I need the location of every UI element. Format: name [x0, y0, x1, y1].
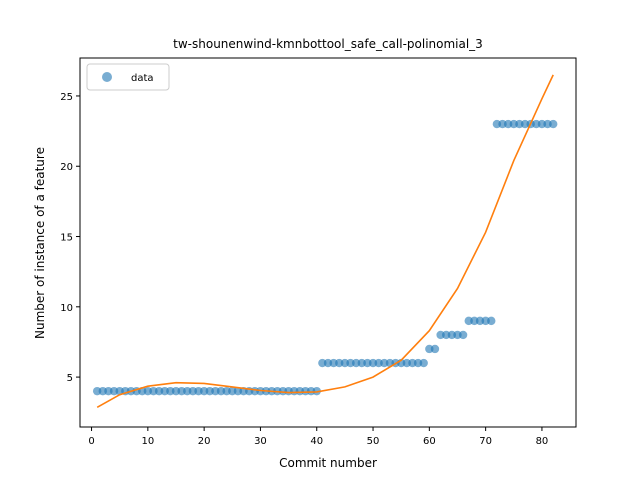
y-tick-label: 5	[67, 373, 73, 384]
y-tick-label: 15	[60, 233, 73, 244]
axes-frame	[79, 57, 577, 428]
data-point	[548, 119, 558, 129]
legend-frame	[86, 63, 170, 91]
chart-title: tw-shounenwind-kmnbottool_safe_call-poli…	[173, 37, 483, 51]
y-tick-label: 10	[60, 303, 73, 314]
x-tick-label: 10	[141, 436, 154, 447]
y-tick-label: 20	[60, 162, 73, 173]
data-point	[458, 330, 468, 340]
x-tick-label: 80	[536, 436, 549, 447]
x-tick-label: 70	[479, 436, 492, 447]
x-axis-label: Commit number	[279, 456, 377, 470]
x-tick-label: 20	[198, 436, 211, 447]
x-tick-label: 40	[310, 436, 323, 447]
legend-marker-data	[102, 72, 112, 82]
data-point	[419, 358, 428, 368]
plot-area	[79, 57, 577, 428]
legend-label-data: data	[131, 73, 154, 84]
x-tick-label: 60	[423, 436, 436, 447]
x-tick-label: 0	[88, 436, 94, 447]
legend: data	[86, 63, 170, 91]
fit-line	[96, 74, 554, 408]
y-axis: 5 10 15 20 25	[60, 92, 80, 384]
y-tick-label: 25	[60, 92, 73, 103]
x-tick-label: 50	[367, 436, 380, 447]
data-point	[487, 316, 496, 326]
y-axis-label: Number of instance of a feature	[33, 147, 47, 339]
x-axis: 0 10 20 30 40 50 60 70 80	[88, 427, 548, 447]
data-point	[430, 344, 440, 354]
x-tick-label: 30	[254, 436, 267, 447]
